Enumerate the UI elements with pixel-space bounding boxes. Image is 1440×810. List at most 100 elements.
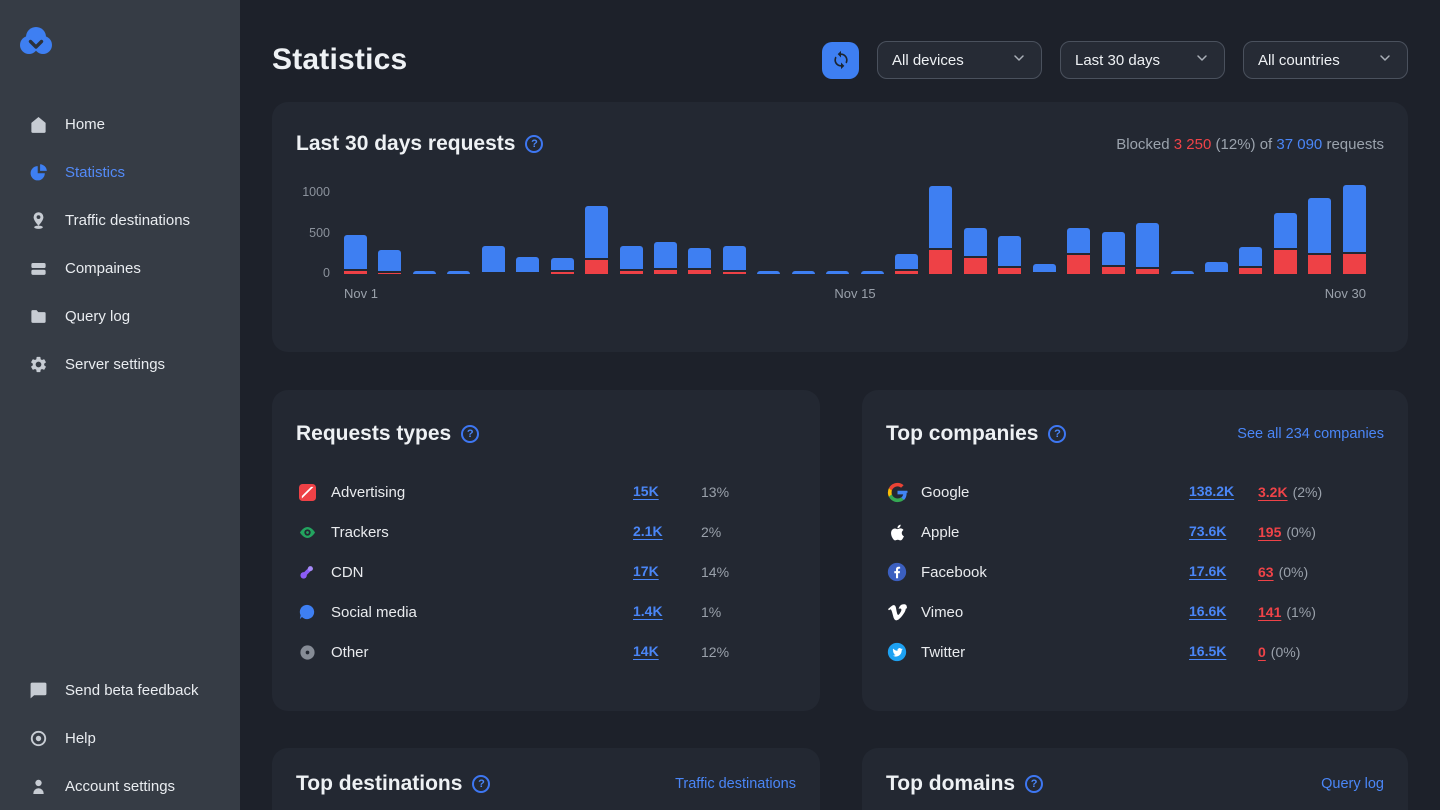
sidebar-item-query-log[interactable]: Query log — [0, 292, 240, 340]
company-total-link[interactable]: 73.6K — [1189, 523, 1227, 539]
chart-bar[interactable] — [1342, 185, 1366, 274]
chart-bar[interactable] — [1239, 247, 1263, 274]
company-total-link[interactable]: 16.5K — [1189, 643, 1227, 659]
chevron-down-icon — [1194, 50, 1210, 70]
request-type-count-link[interactable]: 2.1K — [633, 523, 663, 539]
devices-select[interactable]: All devices — [877, 41, 1042, 79]
sidebar-item-label: Server settings — [65, 355, 166, 373]
twitter-logo-icon — [886, 641, 908, 663]
chart-bar[interactable] — [791, 271, 815, 274]
trackers-eye-icon — [296, 521, 318, 543]
sidebar: Home Statistics Traffic destinations Com… — [0, 0, 240, 810]
request-type-count-link[interactable]: 14K — [633, 643, 659, 659]
chart-bar[interactable] — [481, 246, 505, 274]
company-blocked-link[interactable]: 63 — [1258, 564, 1274, 580]
countries-select[interactable]: All countries — [1243, 41, 1408, 79]
app-logo-cloud-icon[interactable] — [16, 24, 56, 60]
advertising-icon — [296, 481, 318, 503]
sidebar-item-compaines[interactable]: Compaines — [0, 244, 240, 292]
sidebar-item-label: Send beta feedback — [65, 681, 199, 699]
request-type-count-link[interactable]: 15K — [633, 483, 659, 499]
chart-bar[interactable] — [963, 228, 987, 274]
chart-bar[interactable] — [1204, 262, 1228, 274]
help-question-icon[interactable]: ? — [525, 135, 544, 153]
chart-bar[interactable] — [860, 271, 884, 274]
sidebar-item-server-settings[interactable]: Server settings — [0, 340, 240, 388]
chart-bar[interactable] — [826, 271, 850, 274]
sidebar-item-label: Traffic destinations — [65, 211, 191, 229]
sidebar-item-account-settings[interactable]: Account settings — [0, 762, 240, 810]
sidebar-item-statistics[interactable]: Statistics — [0, 148, 240, 196]
x-tick-nov30: Nov 30 — [1324, 286, 1366, 301]
social-media-bubble-icon — [296, 601, 318, 623]
request-type-pct: 14% — [701, 564, 730, 580]
sidebar-item-help[interactable]: Help — [0, 714, 240, 762]
chart-bar[interactable] — [447, 271, 471, 274]
sidebar-item-home[interactable]: Home — [0, 100, 240, 148]
traffic-destinations-link[interactable]: Traffic destinations — [675, 776, 796, 792]
chart-bar[interactable] — [895, 253, 918, 274]
chart-bar[interactable] — [929, 186, 953, 274]
chart-bar[interactable] — [998, 236, 1022, 274]
apple-logo-icon — [886, 521, 908, 543]
chart-bar[interactable] — [619, 246, 643, 274]
query-log-link[interactable]: Query log — [1321, 776, 1384, 792]
map-pin-icon — [28, 210, 48, 230]
help-question-icon[interactable]: ? — [1048, 425, 1067, 443]
sidebar-item-label: Compaines — [65, 259, 141, 277]
company-blocked-link[interactable]: 3.2K — [1258, 484, 1288, 500]
company-total-link[interactable]: 16.6K — [1189, 603, 1227, 619]
request-type-pct: 2% — [701, 524, 722, 540]
chart-bar[interactable] — [722, 246, 746, 274]
chart-bar[interactable] — [1273, 212, 1297, 274]
google-logo-icon — [886, 481, 908, 503]
chart-bar[interactable] — [585, 206, 609, 274]
company-label: Apple — [921, 523, 960, 541]
chevron-down-icon — [1011, 50, 1027, 70]
y-tick-0: 0 — [323, 266, 330, 280]
sidebar-item-label: Account settings — [65, 777, 176, 795]
company-blocked-link[interactable]: 141 — [1258, 604, 1282, 620]
chart-bar[interactable] — [1032, 263, 1056, 274]
chart-plot: Nov 1 Nov 15 Nov 30 — [344, 182, 1366, 302]
company-blocked-link[interactable]: 195 — [1258, 524, 1282, 540]
chart-bar[interactable] — [653, 241, 677, 274]
chart-bar[interactable] — [516, 257, 540, 274]
request-type-label: Trackers — [331, 523, 389, 541]
chart-bar[interactable] — [1136, 223, 1160, 274]
help-question-icon[interactable]: ? — [472, 775, 491, 793]
y-tick-500: 500 — [309, 226, 330, 240]
chart-bar[interactable] — [412, 271, 436, 274]
help-question-icon[interactable]: ? — [461, 425, 480, 443]
see-all-companies-link[interactable]: See all 234 companies — [1237, 426, 1384, 442]
chart-bar[interactable] — [757, 271, 781, 274]
sidebar-item-send-beta-feedback[interactable]: Send beta feedback — [0, 666, 240, 714]
chart-bars — [344, 182, 1366, 274]
request-type-pct: 13% — [701, 484, 730, 500]
top-companies-card: Top companies ? See all 234 companies Go… — [862, 390, 1408, 711]
request-type-count-link[interactable]: 1.4K — [633, 603, 663, 619]
request-type-count-link[interactable]: 17K — [633, 563, 659, 579]
company-total-link[interactable]: 17.6K — [1189, 563, 1227, 579]
chart-bar[interactable] — [344, 234, 367, 274]
chart-bar[interactable] — [688, 247, 712, 274]
chart-bar[interactable] — [1170, 271, 1194, 274]
request-type-pct: 1% — [701, 604, 722, 620]
chart-bar[interactable] — [1308, 197, 1332, 274]
requests-bar-chart: 1000 500 0 Nov 1 Nov 15 Nov 30 — [296, 182, 1384, 302]
main-content: Statistics All devices Last 30 days — [240, 0, 1440, 810]
refresh-button[interactable] — [822, 41, 859, 79]
chart-bar[interactable] — [1101, 232, 1125, 274]
requests-chart-card: Last 30 days requests ? Blocked 3 250 (1… — [272, 102, 1408, 352]
help-question-icon[interactable]: ? — [1025, 775, 1044, 793]
chart-bar[interactable] — [550, 257, 574, 274]
chart-bar[interactable] — [378, 250, 402, 274]
company-blocked-link[interactable]: 0 — [1258, 644, 1266, 660]
period-select[interactable]: Last 30 days — [1060, 41, 1225, 79]
chart-bar[interactable] — [1067, 227, 1091, 274]
sidebar-item-traffic-destinations[interactable]: Traffic destinations — [0, 196, 240, 244]
total-requests-value: 37 090 — [1276, 135, 1323, 153]
top-companies-list: Google 138.2K 3.2K (2%) Apple 73.6K 195 — [886, 472, 1384, 672]
company-total-link[interactable]: 138.2K — [1189, 483, 1235, 499]
sidebar-item-label: Statistics — [65, 163, 126, 181]
